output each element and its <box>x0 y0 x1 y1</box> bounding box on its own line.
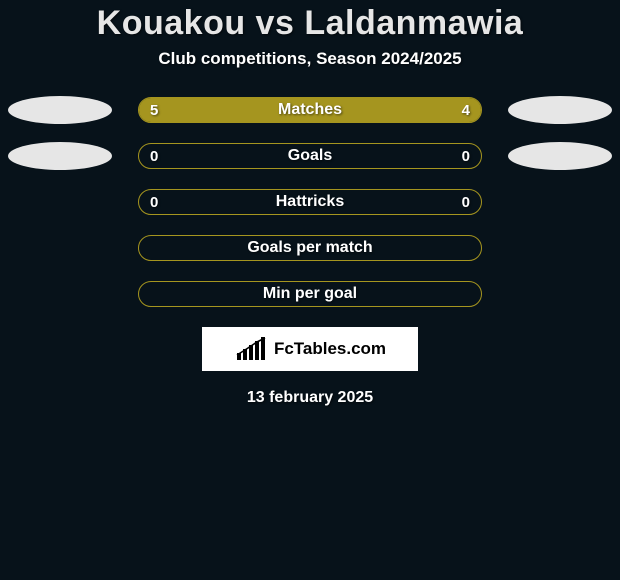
stat-value-right: 0 <box>462 189 470 215</box>
bar-chart-icon <box>234 335 270 363</box>
stat-value-right: 4 <box>462 97 470 123</box>
player-ellipse-right <box>508 142 612 170</box>
player-ellipse-right <box>508 96 612 124</box>
stat-row: Min per goal <box>0 281 620 307</box>
stat-bar-track <box>138 281 482 307</box>
player-ellipse-left <box>8 142 112 170</box>
stat-value-left: 5 <box>150 97 158 123</box>
stat-bar-fill-left <box>139 98 329 122</box>
stat-row: Goals00 <box>0 143 620 169</box>
stat-value-right: 0 <box>462 143 470 169</box>
stat-row: Hattricks00 <box>0 189 620 215</box>
stat-bar-track <box>138 97 482 123</box>
stat-bar-track <box>138 235 482 261</box>
stat-row: Matches54 <box>0 97 620 123</box>
player-ellipse-left <box>8 96 112 124</box>
source-badge: FcTables.com <box>202 327 418 371</box>
stat-bar-fill-right <box>329 98 481 122</box>
stat-row: Goals per match <box>0 235 620 261</box>
stat-bar-track <box>138 189 482 215</box>
content-root: Kouakou vs Laldanmawia Club competitions… <box>0 0 620 580</box>
comparison-rows: Matches54Goals00Hattricks00Goals per mat… <box>0 97 620 307</box>
stat-value-left: 0 <box>150 143 158 169</box>
stat-value-left: 0 <box>150 189 158 215</box>
page-title: Kouakou vs Laldanmawia <box>0 4 620 43</box>
subtitle: Club competitions, Season 2024/2025 <box>0 49 620 69</box>
stat-bar-track <box>138 143 482 169</box>
source-badge-text: FcTables.com <box>274 339 386 359</box>
footer-date: 13 february 2025 <box>0 389 620 407</box>
